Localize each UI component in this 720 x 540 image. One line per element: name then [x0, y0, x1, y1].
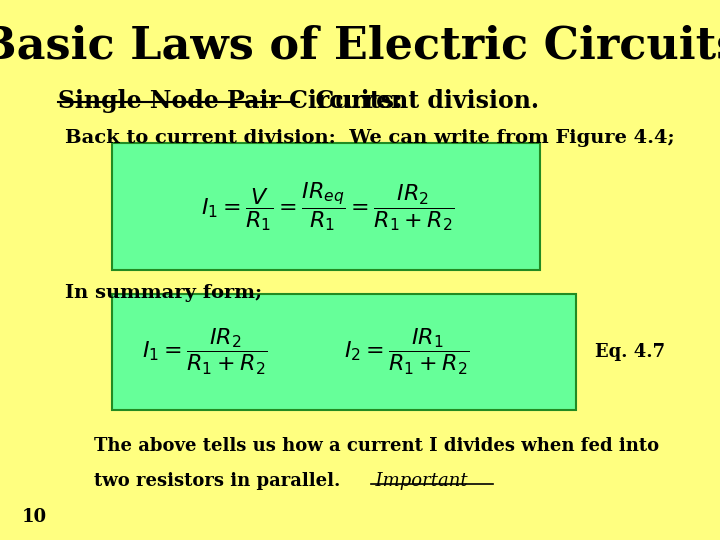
Text: $I_1 = \dfrac{IR_2}{R_1 + R_2}$: $I_1 = \dfrac{IR_2}{R_1 + R_2}$ [143, 327, 268, 377]
Text: Current division.: Current division. [299, 89, 539, 113]
Text: $I_1 = \dfrac{V}{R_1} = \dfrac{IR_{eq}}{R_1} = \dfrac{IR_2}{R_1 + R_2}$: $I_1 = \dfrac{V}{R_1} = \dfrac{IR_{eq}}{… [201, 180, 454, 233]
Text: two resistors in parallel.: two resistors in parallel. [94, 472, 340, 490]
Text: $I_2 = \dfrac{IR_1}{R_1 + R_2}$: $I_2 = \dfrac{IR_1}{R_1 + R_2}$ [344, 327, 469, 377]
Text: In summary form;: In summary form; [65, 284, 262, 301]
Text: Eq. 4.7: Eq. 4.7 [595, 343, 665, 361]
FancyBboxPatch shape [112, 143, 540, 270]
Text: Important: Important [364, 472, 467, 490]
Text: 10: 10 [22, 508, 47, 525]
FancyBboxPatch shape [112, 294, 576, 410]
Text: The above tells us how a current I divides when fed into: The above tells us how a current I divid… [94, 437, 659, 455]
Text: Back to current division:  We can write from Figure 4.4;: Back to current division: We can write f… [65, 129, 675, 146]
Text: Single Node Pair Circuits:: Single Node Pair Circuits: [58, 89, 402, 113]
Text: Basic Laws of Electric Circuits: Basic Laws of Electric Circuits [0, 24, 720, 68]
